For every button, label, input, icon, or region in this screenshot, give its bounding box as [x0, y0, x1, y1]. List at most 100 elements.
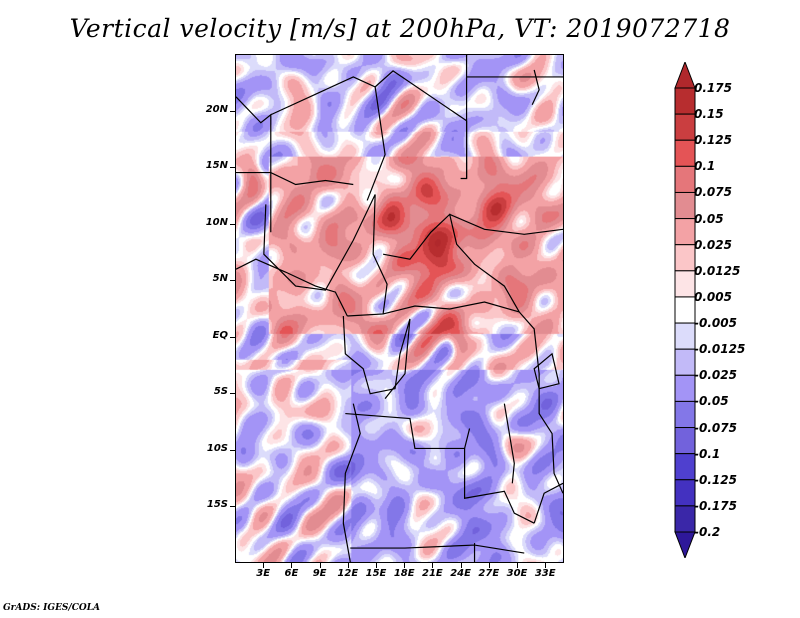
colorbar-label: -0.025: [694, 368, 737, 383]
border-algeria-libya-niger: [270, 70, 467, 122]
lake-victoria: [533, 352, 560, 390]
colorbar-label: -0.2: [694, 525, 721, 539]
colorbar-swatch: [674, 244, 696, 272]
border-nigeria: [263, 194, 376, 291]
border-car: [382, 213, 520, 313]
colorbar-label: 0.075: [694, 185, 732, 200]
colorbar-swatch: [674, 427, 696, 455]
colorbar-swatch: [674, 348, 696, 376]
y-tick-mark: [230, 393, 235, 395]
x-tick-mark: [545, 563, 547, 568]
colorbar-label: -0.125: [694, 472, 737, 487]
x-tick-mark: [263, 563, 265, 568]
border-angola-coast: [342, 403, 361, 562]
colorbar-label: -0.075: [694, 420, 737, 435]
coastline-gulf-guinea: [236, 258, 348, 317]
y-tick-label: 20N: [205, 103, 228, 115]
colorbar-swatch: [674, 374, 696, 402]
border-congo-gabon: [342, 315, 411, 395]
x-tick-label: 27E: [478, 568, 500, 579]
x-tick-mark: [347, 563, 349, 568]
colorbar-label: -0.0125: [694, 342, 746, 357]
x-tick-label: 15E: [365, 568, 387, 579]
border-drc-east: [518, 311, 563, 494]
colorbar-swatch: [674, 322, 696, 350]
lake-nasser: [531, 69, 540, 106]
country-borders: [236, 55, 563, 562]
x-tick-mark: [432, 563, 434, 568]
y-tick-mark: [230, 167, 235, 169]
y-tick-label: 15N: [205, 160, 228, 172]
border-niger-chad: [366, 86, 386, 201]
x-tick-label: 12E: [337, 568, 359, 579]
border-angola-north: [345, 412, 471, 450]
x-tick-label: 3E: [256, 568, 271, 579]
x-tick-mark: [319, 563, 321, 568]
colorbar-label: 0.15: [694, 107, 724, 122]
colorbar-label: 0.1: [694, 159, 716, 174]
y-tick-mark: [230, 449, 235, 451]
border-cameroon: [347, 194, 388, 317]
chart-title: Vertical velocity [m/s] at 200hPa, VT: 2…: [69, 14, 731, 43]
lake-tanganyika: [503, 403, 515, 484]
colorbar-min-arrow: [674, 531, 696, 558]
y-tick-mark: [230, 110, 235, 112]
grads-credit: GrADS: IGES/COLA: [3, 603, 101, 613]
colorbar-label: 0.005: [694, 289, 732, 304]
colorbar-swatch: [674, 165, 696, 193]
colorbar-label: -0.05: [694, 394, 729, 409]
x-tick-mark: [488, 563, 490, 568]
x-tick-mark: [460, 563, 462, 568]
colorbar-label: 0.125: [694, 133, 732, 148]
border-zambia-mozambique: [533, 482, 563, 524]
x-tick-mark: [517, 563, 518, 568]
border-angola-east: [464, 448, 535, 524]
y-tick-mark: [230, 223, 235, 225]
x-tick-label: 6E: [284, 568, 299, 579]
colorbar-swatch: [674, 191, 696, 220]
colorbar-swatch: [674, 270, 696, 298]
y-tick-label: 10S: [206, 442, 228, 454]
border-chad-sudan: [460, 55, 468, 180]
x-tick-mark: [376, 563, 377, 568]
x-tick-mark: [404, 563, 406, 568]
colorbar-swatch: [674, 87, 696, 115]
border-algeria-niger: [236, 96, 272, 233]
border-drc-west: [384, 318, 411, 400]
y-tick-label: 10N: [205, 216, 228, 228]
colorbar-label: 0.05: [694, 211, 724, 226]
border-drc-north: [382, 301, 520, 315]
colorbar-label: -0.175: [694, 498, 737, 513]
colorbar-label: -0.1: [694, 446, 721, 461]
x-tick-label: 33E: [534, 568, 556, 579]
colorbar-swatch: [674, 113, 696, 141]
border-mali-niger: [236, 171, 354, 186]
y-tick-label: 5S: [213, 386, 228, 398]
border-sudan-southsudan: [449, 213, 563, 235]
x-tick-label: 9E: [312, 568, 327, 579]
x-tick-mark: [291, 563, 293, 568]
x-tick-label: 30E: [506, 568, 528, 579]
colorbar-label: 0.0125: [694, 263, 741, 278]
y-tick-mark: [230, 506, 235, 508]
x-tick-label: 24E: [450, 568, 471, 579]
colorbar-swatch: [674, 218, 696, 246]
colorbar-swatch: [674, 400, 696, 429]
x-tick-label: 18E: [393, 568, 415, 579]
colorbar-swatch: [674, 296, 696, 324]
border-angola-namibia: [350, 544, 525, 554]
y-tick-label: 5N: [212, 273, 228, 285]
colorbar-swatch: [674, 453, 696, 481]
y-tick-label: EQ: [212, 329, 228, 341]
colorbar-label: -0.005: [694, 316, 737, 331]
map-plot-area: [235, 54, 564, 563]
y-tick-mark: [230, 336, 235, 338]
colorbar-swatch: [674, 139, 696, 167]
y-tick-mark: [230, 280, 235, 282]
x-tick-label: 21E: [422, 568, 443, 579]
colorbar-swatch: [674, 479, 696, 507]
colorbar-label: 0.025: [694, 237, 732, 252]
colorbar-swatch: [674, 505, 696, 533]
colorbar-max-arrow: [674, 62, 696, 89]
colorbar-label: 0.175: [694, 81, 732, 95]
